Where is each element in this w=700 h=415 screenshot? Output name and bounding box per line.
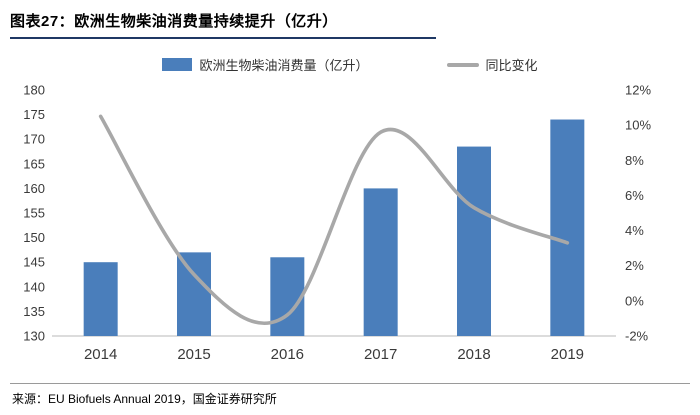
line-swatch-icon — [446, 62, 479, 67]
left-axis-tick-label: 170 — [23, 132, 45, 147]
bar-2016 — [270, 257, 305, 336]
left-axis-tick-label: 130 — [23, 329, 45, 344]
bar-2017 — [363, 188, 398, 336]
legend-item-yoy: 同比变化 — [446, 55, 538, 74]
x-axis-category-label: 2014 — [84, 346, 117, 363]
chart-title-prefix: 图表27： — [10, 13, 75, 30]
legend: 欧洲生物柴油消费量（亿升） 同比变化 — [10, 55, 690, 74]
left-axis-tick-label: 140 — [23, 279, 45, 294]
x-axis-category-label: 2019 — [551, 346, 584, 363]
source-note: 来源：EU Biofuels Annual 2019，国金证券研究所 — [12, 392, 277, 406]
legend-label-consumption: 欧洲生物柴油消费量（亿升） — [199, 58, 369, 73]
yoy-line — [98, 114, 570, 326]
left-axis-tick-label: 175 — [23, 107, 45, 122]
bar-swatch-icon — [162, 58, 193, 71]
chart-footer: 来源：EU Biofuels Annual 2019，国金证券研究所 — [10, 383, 690, 409]
right-axis-tick-label: 12% — [625, 83, 651, 98]
left-axis-tick-label: 145 — [23, 255, 45, 270]
left-axis-tick-label: 135 — [23, 304, 45, 319]
chart-title-text: 欧洲生物柴油消费量持续提升（亿升） — [74, 13, 338, 30]
bar-2014 — [83, 262, 118, 336]
right-axis-tick-label: 8% — [625, 153, 644, 168]
left-axis-tick-label: 160 — [23, 181, 45, 196]
right-axis-tick-label: 2% — [625, 258, 644, 273]
right-axis-tick-label: 10% — [625, 118, 651, 133]
right-axis-tick-label: 0% — [625, 293, 644, 308]
bar-2018 — [457, 146, 491, 336]
right-axis-tick-label: 4% — [625, 223, 644, 238]
legend-label-yoy: 同比变化 — [485, 58, 538, 73]
right-axis-tick-label: 6% — [625, 188, 644, 203]
x-axis-category-label: 2016 — [271, 346, 304, 363]
title-underline — [10, 37, 436, 39]
x-axis-category-label: 2015 — [177, 346, 210, 363]
bar-2015 — [177, 252, 211, 336]
left-axis-tick-label: 180 — [23, 83, 45, 98]
bar-2019 — [550, 119, 585, 336]
legend-item-consumption: 欧洲生物柴油消费量（亿升） — [162, 55, 369, 74]
right-axis-tick-label: -2% — [625, 329, 649, 344]
chart-plot: 180 175 170 165 160 155 150 145 140 135 130 12% 10% 8… — [10, 78, 690, 373]
footer-divider — [10, 383, 690, 384]
combo-chart-svg: 180 175 170 165 160 155 150 145 140 135 130 12% 10% 8… — [23, 83, 651, 364]
left-axis-tick-label: 155 — [23, 206, 45, 221]
left-axis-tick-label: 150 — [23, 230, 45, 245]
left-axis-tick-label: 165 — [23, 156, 45, 171]
x-axis-category-label: 2017 — [364, 346, 397, 363]
x-axis-category-label: 2018 — [457, 346, 490, 363]
chart-title: 图表27：欧洲生物柴油消费量持续提升（亿升） — [10, 8, 690, 37]
